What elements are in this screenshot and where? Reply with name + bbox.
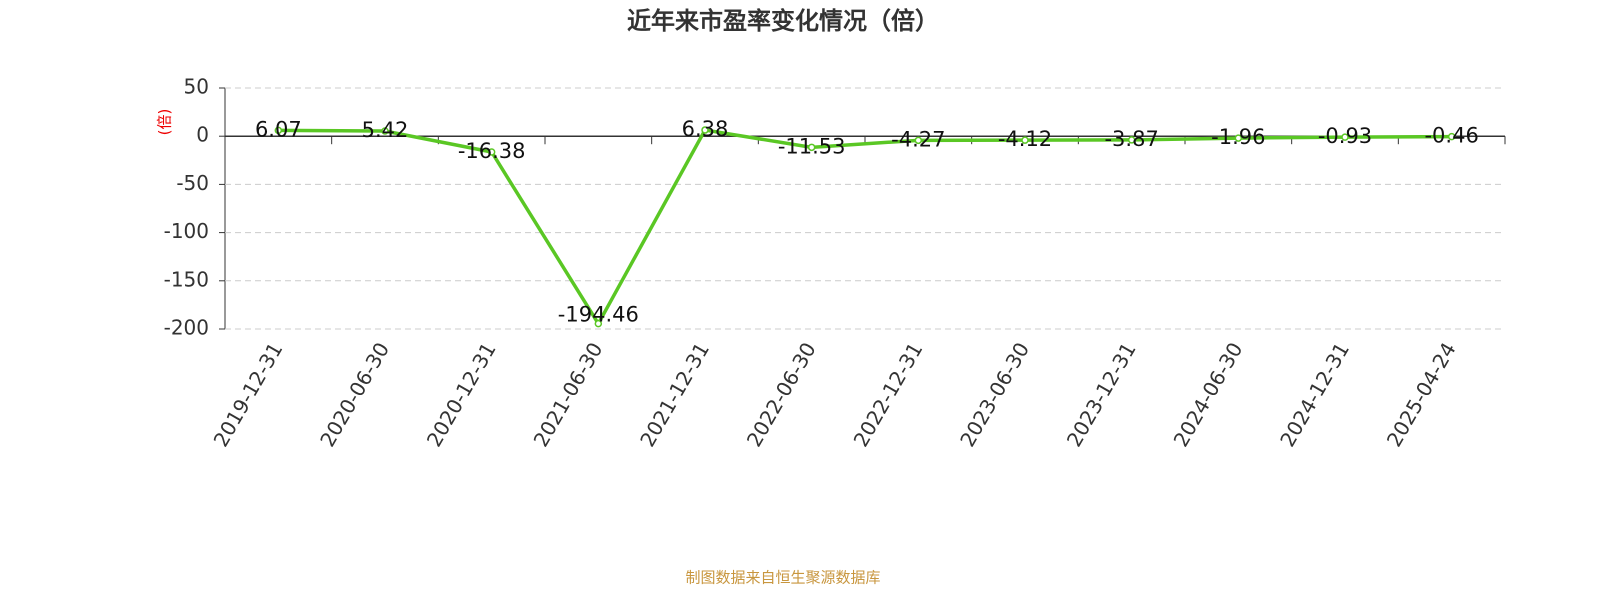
data-point	[1341, 133, 1349, 141]
data-point	[701, 126, 709, 134]
x-tick-label: 2024-06-30	[1169, 338, 1248, 451]
data-label: -194.46	[558, 303, 639, 327]
x-tick-label: 2020-06-30	[315, 338, 394, 451]
data-line	[278, 128, 1452, 328]
x-tick-label: 2021-06-30	[529, 338, 608, 451]
x-tick-label: 2024-12-31	[1275, 338, 1354, 451]
data-point	[1447, 132, 1456, 141]
y-tick-label: 50	[184, 75, 209, 99]
data-point	[381, 127, 389, 135]
x-tick-label: 2025-04-24	[1382, 338, 1461, 451]
data-label: -16.38	[458, 139, 526, 163]
y-axis-label: (倍)	[156, 109, 174, 136]
y-tick-label: -50	[176, 171, 209, 195]
data-point	[1234, 134, 1243, 142]
data-label: -4.12	[998, 127, 1052, 151]
data-point	[274, 126, 283, 135]
source-note: 制图数据来自恒生聚源数据库	[685, 569, 880, 587]
data-point	[594, 319, 603, 328]
x-tick-label: 2022-12-31	[849, 338, 928, 451]
y-tick-label: -100	[164, 219, 209, 243]
x-tick-label: 2020-12-31	[422, 338, 501, 451]
data-label: 5.42	[362, 118, 409, 142]
data-label: -0.93	[1318, 124, 1372, 148]
data-label: 6.07	[255, 117, 302, 141]
y-tick-label: -200	[164, 316, 209, 340]
data-label: 6.38	[682, 117, 729, 141]
data-point	[914, 136, 923, 145]
data-label: -0.46	[1424, 124, 1478, 148]
data-label: -4.27	[891, 127, 945, 151]
data-point	[1021, 136, 1029, 144]
y-tick-label: 0	[196, 123, 209, 147]
data-point	[807, 143, 816, 152]
x-tick-label: 2019-12-31	[209, 338, 288, 451]
data-label: -3.87	[1104, 127, 1158, 151]
x-tick-label: 2021-12-31	[635, 338, 714, 451]
data-label: -11.53	[778, 134, 846, 158]
data-point	[1127, 136, 1136, 144]
x-tick-label: 2022-06-30	[742, 338, 821, 451]
data-point	[487, 148, 496, 156]
x-tick-label: 2023-06-30	[955, 338, 1034, 451]
chart-title: 近年来市盈率变化情况（倍）	[627, 7, 939, 35]
data-label: -1.96	[1211, 125, 1265, 149]
x-tick-label: 2023-12-31	[1062, 338, 1141, 451]
y-tick-label: -150	[164, 267, 209, 291]
